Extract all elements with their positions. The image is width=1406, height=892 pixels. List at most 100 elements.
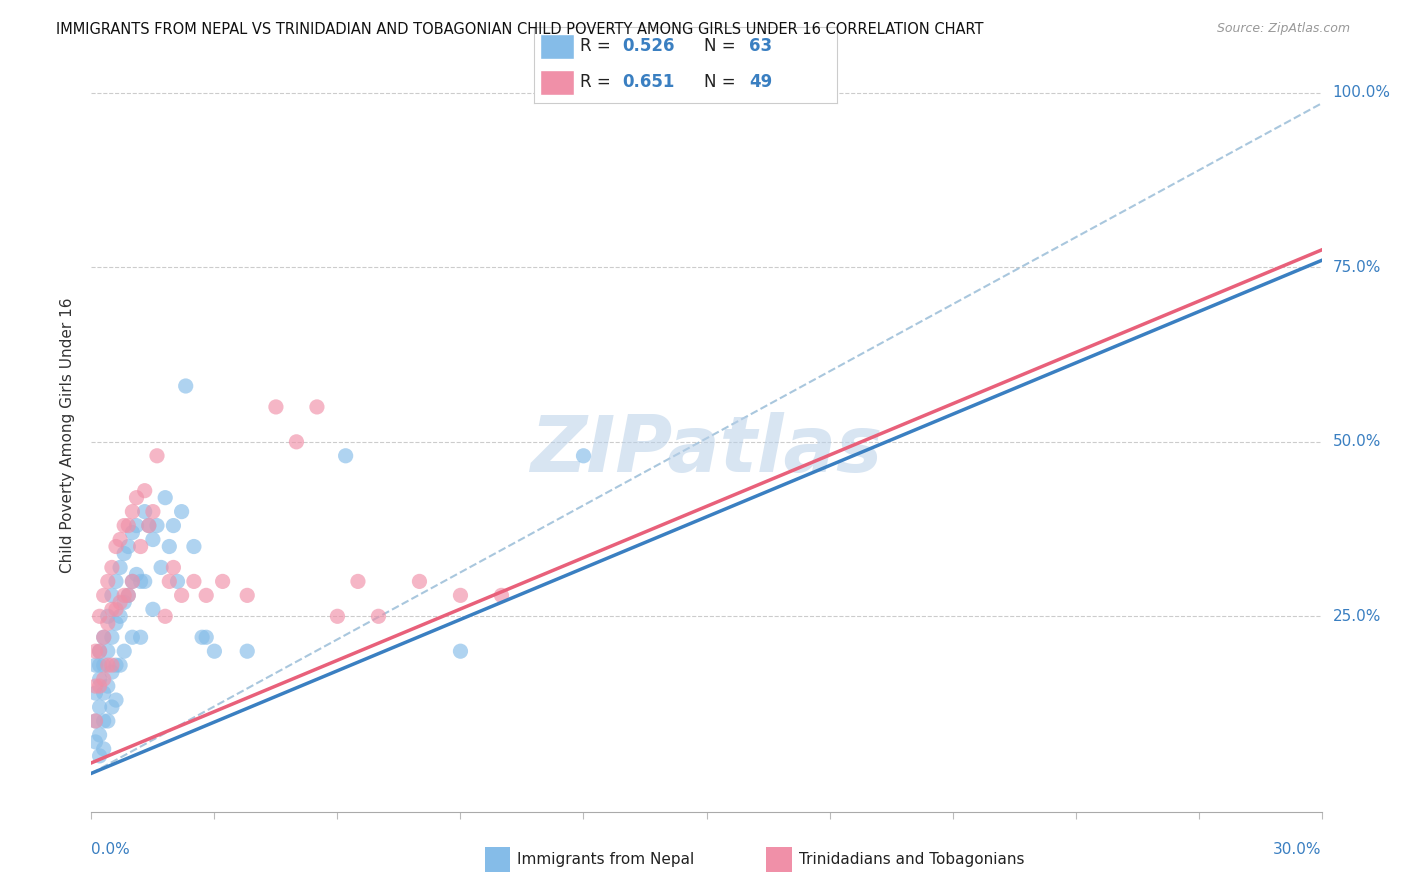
Point <box>108 658 131 673</box>
Point <box>97 658 120 673</box>
Point <box>174 379 197 393</box>
Point <box>84 735 107 749</box>
Point <box>121 505 143 519</box>
Point <box>101 560 124 574</box>
Point <box>89 658 111 673</box>
Point <box>634 86 657 100</box>
Point <box>93 630 115 644</box>
Point <box>211 574 233 589</box>
Point <box>129 574 152 589</box>
Point <box>125 518 148 533</box>
Point <box>101 588 124 602</box>
Point <box>84 644 107 658</box>
Point <box>101 658 124 673</box>
Point <box>183 540 205 554</box>
Point <box>408 574 430 589</box>
Text: 0.651: 0.651 <box>621 73 675 91</box>
Point <box>117 540 139 554</box>
Point <box>105 693 127 707</box>
Point <box>84 714 107 728</box>
Point <box>105 602 127 616</box>
Point <box>195 630 218 644</box>
Point <box>162 560 184 574</box>
Point <box>97 714 120 728</box>
Point <box>112 588 135 602</box>
Point <box>97 679 120 693</box>
Point <box>108 533 131 547</box>
Point <box>170 505 193 519</box>
Point <box>138 518 160 533</box>
Text: 63: 63 <box>749 37 772 54</box>
Point <box>93 658 115 673</box>
Point <box>105 658 127 673</box>
Point <box>101 700 124 714</box>
Point <box>449 588 471 602</box>
Point <box>89 644 111 658</box>
Point <box>264 400 287 414</box>
Point <box>202 644 225 658</box>
Text: 75.0%: 75.0% <box>1333 260 1381 275</box>
Point <box>93 588 115 602</box>
Point <box>134 505 156 519</box>
Point <box>101 630 124 644</box>
Point <box>134 574 156 589</box>
Point <box>112 518 135 533</box>
Point <box>112 595 135 609</box>
Point <box>105 616 127 631</box>
Point <box>142 602 165 616</box>
Point <box>162 518 184 533</box>
Point <box>112 547 135 561</box>
Point <box>117 588 139 602</box>
Text: N =: N = <box>703 37 741 54</box>
Point <box>93 714 115 728</box>
Point <box>97 609 120 624</box>
Point <box>153 609 177 624</box>
Point <box>129 540 152 554</box>
Point <box>142 505 165 519</box>
Point <box>146 518 169 533</box>
Point <box>105 574 127 589</box>
Text: 25.0%: 25.0% <box>1333 609 1381 624</box>
Point <box>121 574 143 589</box>
Point <box>101 665 124 680</box>
Point <box>84 686 107 700</box>
Point <box>108 609 131 624</box>
Point <box>335 449 357 463</box>
Point <box>112 644 135 658</box>
Point <box>93 630 115 644</box>
Point <box>121 630 143 644</box>
Point <box>150 560 173 574</box>
Point <box>84 679 107 693</box>
Point <box>183 574 205 589</box>
Point <box>134 483 156 498</box>
Text: 50.0%: 50.0% <box>1333 434 1381 450</box>
Text: Immigrants from Nepal: Immigrants from Nepal <box>517 853 695 867</box>
Point <box>108 560 131 574</box>
Point <box>89 672 111 686</box>
Point <box>305 400 328 414</box>
Point <box>89 644 111 658</box>
Text: Trinidadians and Tobagonians: Trinidadians and Tobagonians <box>799 853 1024 867</box>
Text: 0.0%: 0.0% <box>91 842 131 857</box>
Text: R =: R = <box>579 73 616 91</box>
Point <box>97 574 120 589</box>
Point <box>93 742 115 756</box>
Point <box>105 540 127 554</box>
Point <box>93 672 115 686</box>
Text: 30.0%: 30.0% <box>1274 842 1322 857</box>
Point <box>347 574 370 589</box>
Point <box>89 700 111 714</box>
Point <box>117 518 139 533</box>
Point <box>138 518 160 533</box>
Point <box>326 609 349 624</box>
FancyBboxPatch shape <box>540 70 574 95</box>
Point <box>84 714 107 728</box>
Point <box>285 434 308 449</box>
Point <box>89 728 111 742</box>
Point <box>146 449 169 463</box>
Text: 49: 49 <box>749 73 772 91</box>
Text: Source: ZipAtlas.com: Source: ZipAtlas.com <box>1216 22 1350 36</box>
Point <box>89 679 111 693</box>
Point <box>491 588 513 602</box>
Point <box>236 644 259 658</box>
